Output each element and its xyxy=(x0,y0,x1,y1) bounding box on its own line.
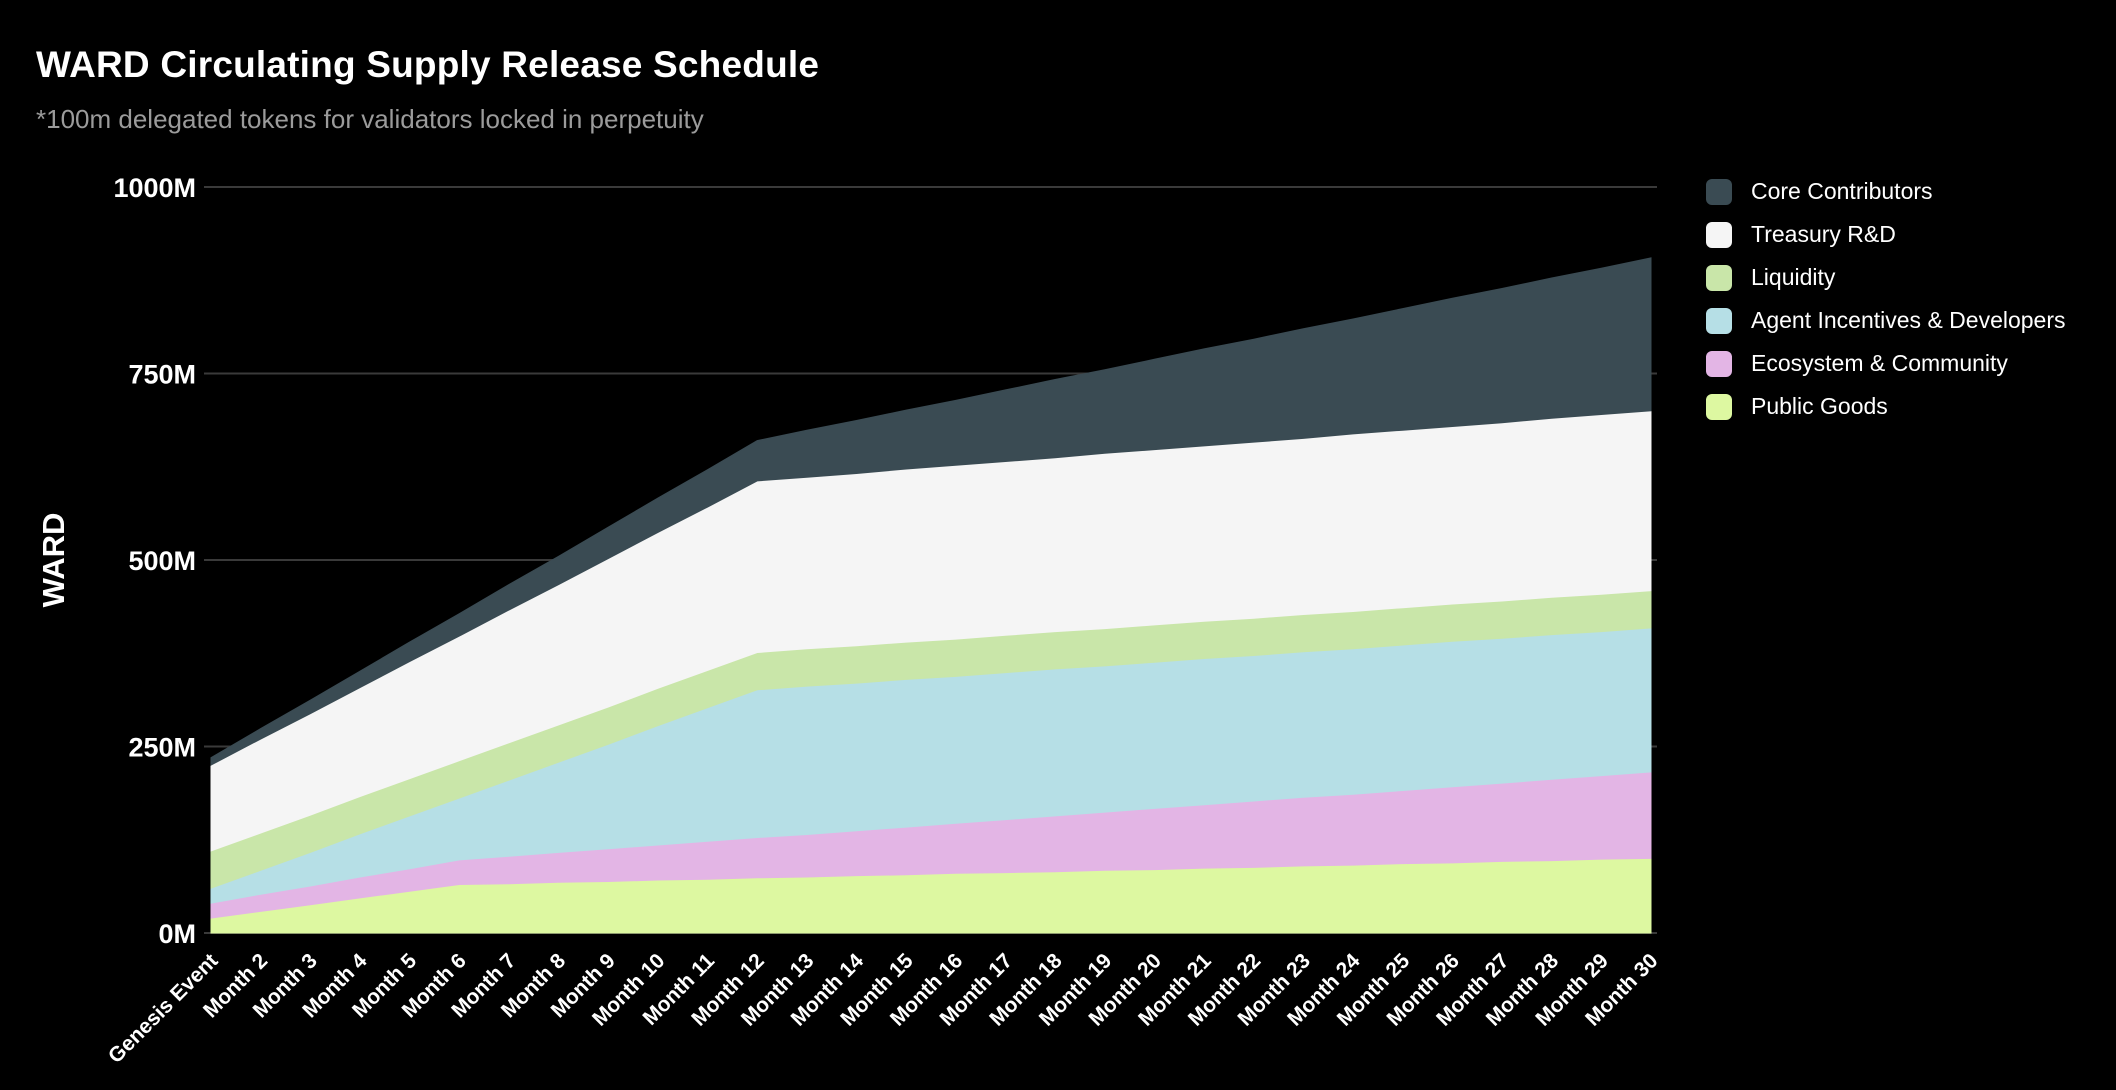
legend-swatch-icon xyxy=(1706,307,1732,334)
page-subtitle: *100m delegated tokens for validators lo… xyxy=(36,104,704,134)
y-tick-label-1000M: 1000M xyxy=(113,173,196,203)
legend-swatch-icon xyxy=(1706,393,1732,420)
legend-label: Agent Incentives & Developers xyxy=(1751,307,2066,333)
legend-label: Liquidity xyxy=(1751,264,1836,290)
y-tick-label-0M: 0M xyxy=(158,919,196,949)
area-core-contributors xyxy=(210,257,1652,766)
page-title: WARD Circulating Supply Release Schedule xyxy=(36,44,820,85)
legend-label: Public Goods xyxy=(1751,393,1888,419)
y-axis-title: WARD xyxy=(36,513,71,608)
legend-item-liquidity: Liquidity xyxy=(1706,256,2066,299)
legend-label: Treasury R&D xyxy=(1751,221,1896,247)
legend-item-agent-incentives-developers: Agent Incentives & Developers xyxy=(1706,299,2066,342)
legend-swatch-icon xyxy=(1706,178,1732,205)
chart-legend: Core Contributors Treasury R&D Liquidity Ag… xyxy=(1706,170,2066,428)
y-tick-label-500M: 500M xyxy=(128,546,196,576)
legend-swatch-icon xyxy=(1706,350,1732,377)
legend-swatch-icon xyxy=(1706,221,1732,248)
legend-item-ecosystem-community: Ecosystem & Community xyxy=(1706,342,2066,385)
legend-label: Core Contributors xyxy=(1751,178,1933,204)
legend-item-treasury-r-d: Treasury R&D xyxy=(1706,213,2066,256)
stacked-areas xyxy=(210,257,1652,934)
y-tick-label-250M: 250M xyxy=(128,733,196,763)
y-tick-label-750M: 750M xyxy=(128,360,196,390)
legend-item-public-goods: Public Goods xyxy=(1706,385,2066,428)
y-axis: 0M 250M 500M 750M 1000M xyxy=(113,173,196,949)
legend-label: Ecosystem & Community xyxy=(1751,350,2008,376)
legend-item-core-contributors: Core Contributors xyxy=(1706,170,2066,213)
legend-swatch-icon xyxy=(1706,264,1732,291)
